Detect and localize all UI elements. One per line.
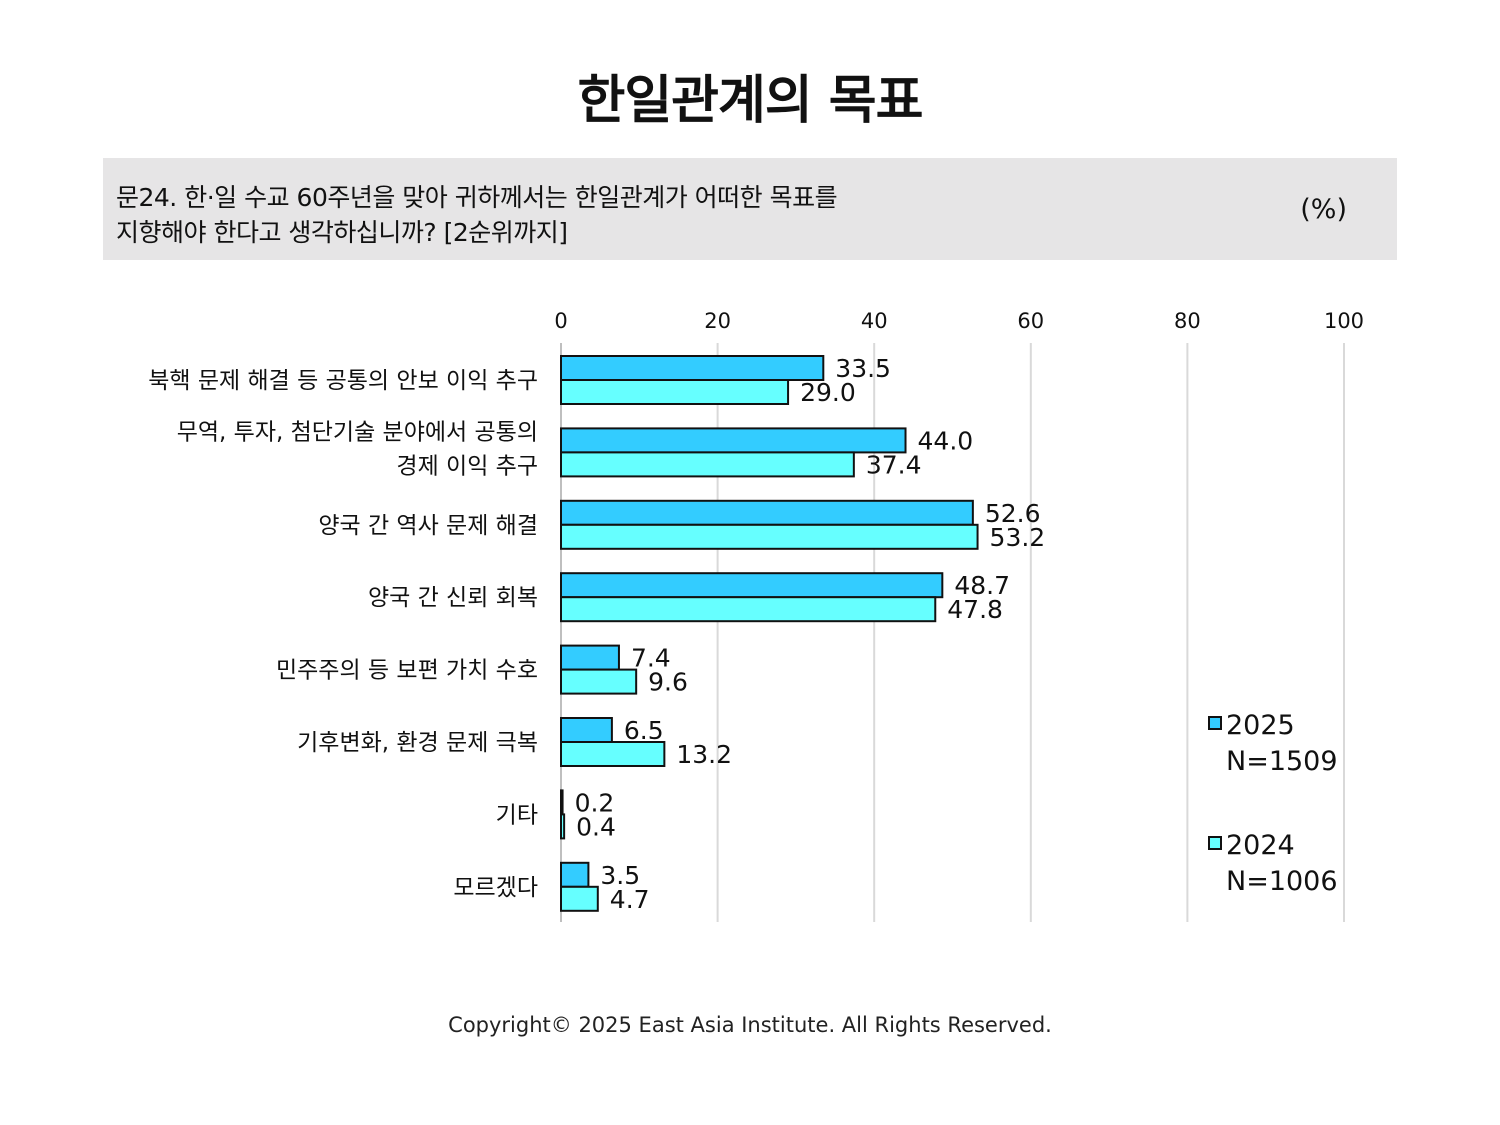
bar-2025 [560, 499, 974, 526]
x-tick-label: 0 [554, 309, 567, 333]
bar-2024 [560, 523, 979, 550]
bar-2024 [560, 885, 599, 912]
question-line-1: 문24. 한·일 수교 60주년을 맞아 귀하께서는 한일관계가 어떠한 목표를 [116, 183, 838, 212]
legend-year: 2025 [1226, 710, 1295, 741]
data-label: 9.6 [648, 668, 688, 697]
bar-2024 [560, 668, 638, 695]
data-label: 48.7 [954, 571, 1010, 600]
data-label: 37.4 [866, 450, 922, 479]
data-label: 4.7 [610, 885, 650, 914]
bar-2025 [560, 572, 944, 599]
bar-2025 [560, 789, 564, 816]
copyright-footer: Copyright© 2025 East Asia Institute. All… [448, 1013, 1052, 1037]
bar-2025 [560, 427, 907, 454]
chart-title: 한일관계의 목표 [577, 71, 924, 131]
bar-2025 [560, 717, 613, 743]
category-label: 양국 간 역사 문제 해결 [318, 513, 538, 539]
bar-2024 [560, 741, 666, 767]
x-tick-label: 100 [1324, 309, 1364, 333]
bar-2024 [560, 813, 566, 840]
category-label: 민주주의 등 보편 가치 수호 [276, 658, 538, 684]
bar-2024 [560, 596, 937, 623]
legend-sample-size: N=1006 [1226, 866, 1338, 897]
unit-label: (%) [1300, 194, 1347, 225]
question-line-2: 지향해야 한다고 생각하십니까? [2순위까지] [116, 218, 568, 247]
legend-swatch-2025 [1208, 716, 1222, 730]
bar-2024 [560, 451, 855, 478]
data-label: 52.6 [985, 499, 1041, 528]
bar-2025 [560, 644, 620, 671]
legend-year: 2024 [1226, 830, 1295, 861]
data-label: 3.5 [600, 861, 640, 890]
category-label: 기후변화, 환경 문제 극복 [297, 730, 538, 756]
bar-2024 [560, 379, 790, 405]
data-label: 0.2 [575, 788, 615, 817]
data-label: 44.0 [918, 426, 974, 455]
bar-2025 [560, 861, 590, 888]
x-tick-label: 20 [704, 309, 731, 333]
bar-2025 [560, 355, 825, 381]
legend-sample-size: N=1509 [1226, 746, 1338, 777]
category-label: 모르겠다 [453, 875, 538, 901]
category-label: 경제 이익 추구 [396, 453, 538, 479]
data-label: 7.4 [631, 644, 671, 673]
category-label: 양국 간 신뢰 회복 [368, 585, 538, 611]
x-tick-label: 40 [861, 309, 888, 333]
data-label: 47.8 [947, 595, 1003, 624]
data-label: 0.4 [576, 812, 616, 841]
category-label: 무역, 투자, 첨단기술 분야에서 공통의 [177, 419, 538, 445]
x-tick-label: 60 [1017, 309, 1044, 333]
data-label: 33.5 [835, 354, 891, 383]
question-box: 문24. 한·일 수교 60주년을 맞아 귀하께서는 한일관계가 어떠한 목표를… [103, 158, 1397, 260]
x-tick-label: 80 [1174, 309, 1201, 333]
legend-swatch-2024 [1208, 836, 1222, 850]
data-label: 29.0 [800, 378, 856, 407]
category-label: 기타 [496, 802, 538, 828]
data-label: 13.2 [676, 740, 732, 769]
data-label: 53.2 [990, 523, 1046, 552]
category-label: 북핵 문제 해결 등 공통의 안보 이익 추구 [148, 368, 538, 394]
data-label: 6.5 [624, 716, 664, 745]
